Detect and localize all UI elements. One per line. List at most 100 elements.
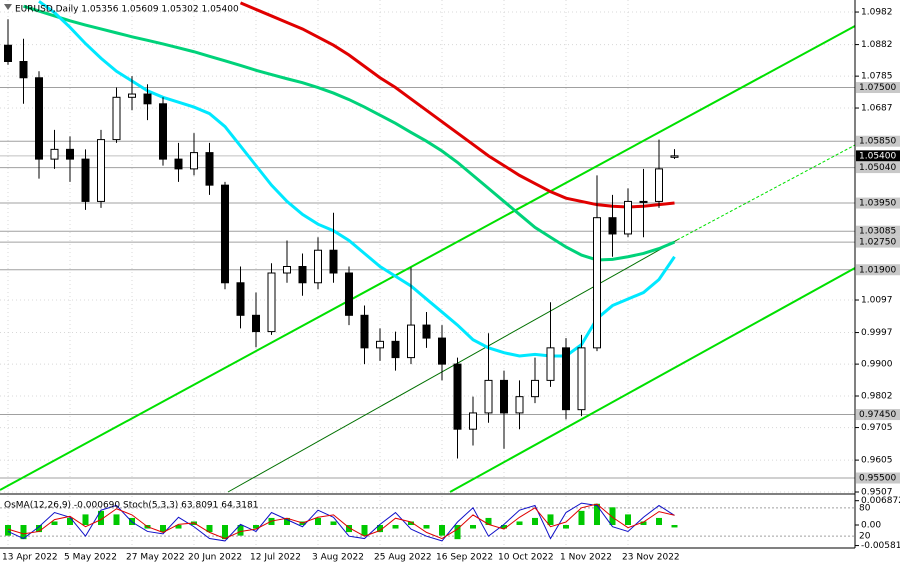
osma-bar <box>175 525 182 529</box>
osma-bar <box>206 525 213 533</box>
osma-bar <box>237 525 244 536</box>
level-label: 1.02750 <box>859 238 896 248</box>
osma-bar <box>470 525 476 529</box>
level-label-box <box>856 409 900 421</box>
level-label: 1.03085 <box>859 227 896 237</box>
level-label-box <box>856 225 900 237</box>
candle-body <box>577 347 586 411</box>
osma-bar <box>36 525 42 533</box>
osma-bar <box>439 525 445 536</box>
y-tick-label: 1.0785 <box>861 72 893 82</box>
channel-lower <box>449 267 856 493</box>
osma-bar <box>315 517 321 526</box>
chart-title: EURUSD,Daily 1.05356 1.05609 1.05302 1.0… <box>15 5 239 15</box>
level-label: 1.05040 <box>859 163 896 173</box>
osma-bar <box>67 517 73 526</box>
x-tick-label: 16 Sep 2022 <box>436 553 493 563</box>
x-tick-label: 10 Oct 2022 <box>498 553 554 563</box>
indicator-line <box>7 503 675 540</box>
y-tick-label: 0.9900 <box>861 360 893 370</box>
y-tick-label: 1.0097 <box>861 296 893 306</box>
candle-body <box>19 61 28 79</box>
candle-body <box>112 96 121 141</box>
candle-body <box>453 363 462 430</box>
level-label: 0.97450 <box>859 410 896 420</box>
candle-body <box>593 217 601 349</box>
candle-body <box>655 168 663 202</box>
osma-bar <box>563 525 569 529</box>
osc-title: OsMA(12,26,9) -0.000690 Stoch(5,3,3) 63.… <box>4 501 258 511</box>
level-label-box <box>856 236 900 248</box>
candle-body <box>205 152 214 186</box>
candle-body <box>469 412 477 430</box>
candle-body <box>128 93 136 98</box>
candle-body <box>531 379 539 398</box>
candle-body <box>314 249 322 284</box>
osma-bar <box>625 514 631 526</box>
candle-body <box>515 396 524 414</box>
y-tick-label: 1.0882 <box>861 40 893 50</box>
candle-body <box>407 324 415 359</box>
main-layer <box>4 0 679 459</box>
candle-body <box>298 266 307 284</box>
osma-bar <box>532 517 538 526</box>
osma-bar <box>98 510 104 526</box>
osc-tick-label: -0.005812 <box>861 541 900 551</box>
x-tick-label: 25 Aug 2022 <box>374 553 432 563</box>
osma-bar <box>253 525 259 529</box>
osma-bar <box>485 517 492 526</box>
candle-body <box>283 266 291 274</box>
candle-body <box>97 139 105 202</box>
osma-bar <box>609 507 616 526</box>
title-icon <box>4 4 12 10</box>
candle-body <box>159 103 167 160</box>
channel-upper <box>0 25 856 491</box>
candle-body <box>174 158 183 170</box>
candle-body <box>66 148 74 160</box>
level-label: 1.05850 <box>859 137 896 147</box>
x-tick-label: 3 Aug 2022 <box>312 553 364 563</box>
candle-body <box>422 324 431 339</box>
indicator-line <box>23 4 676 262</box>
candle-body <box>221 184 229 284</box>
osma-bar <box>547 514 554 526</box>
candle-body <box>267 272 276 333</box>
candle-body <box>376 340 384 349</box>
candle-body <box>562 347 570 411</box>
levels-layer: 1.07500 1.05850 1.05040 1.03950 1.030851.027… <box>0 82 900 484</box>
candle-body <box>438 337 446 365</box>
osma-bar <box>640 521 647 526</box>
candle-body <box>608 217 617 235</box>
level-label-box <box>856 82 900 94</box>
stoch-tick-label: 20 <box>859 532 871 542</box>
x-tick-label: 23 Nov 2022 <box>622 553 680 563</box>
indicator-line <box>239 1 675 209</box>
level-label: 1.01900 <box>859 265 896 275</box>
candle-body <box>190 152 198 170</box>
osma-bar <box>594 503 600 526</box>
level-label-box <box>856 472 900 484</box>
y-tick-label: 1.0982 <box>861 8 893 18</box>
osma-bar <box>501 525 507 529</box>
candle-body <box>360 314 369 349</box>
x-tick-label: 12 Jul 2022 <box>250 553 301 563</box>
osma-bar <box>20 525 27 540</box>
osma-bar <box>82 514 89 526</box>
osma-bar <box>516 521 523 526</box>
candle-body <box>50 148 59 160</box>
candle-body <box>143 93 152 105</box>
current-price-box <box>856 150 900 162</box>
osma-bar <box>222 525 228 540</box>
candle-body <box>546 347 555 381</box>
level-label-box <box>856 264 900 276</box>
candle-body <box>236 282 245 316</box>
osma-bar <box>578 510 585 526</box>
x-tick-label: 1 Nov 2022 <box>560 553 612 563</box>
level-label: 0.95500 <box>859 474 896 484</box>
y-tick-label: 0.9605 <box>861 456 893 466</box>
channel-lines <box>0 25 856 493</box>
current-price-label: 1.05400 <box>859 151 896 161</box>
osma-bar <box>160 525 166 533</box>
